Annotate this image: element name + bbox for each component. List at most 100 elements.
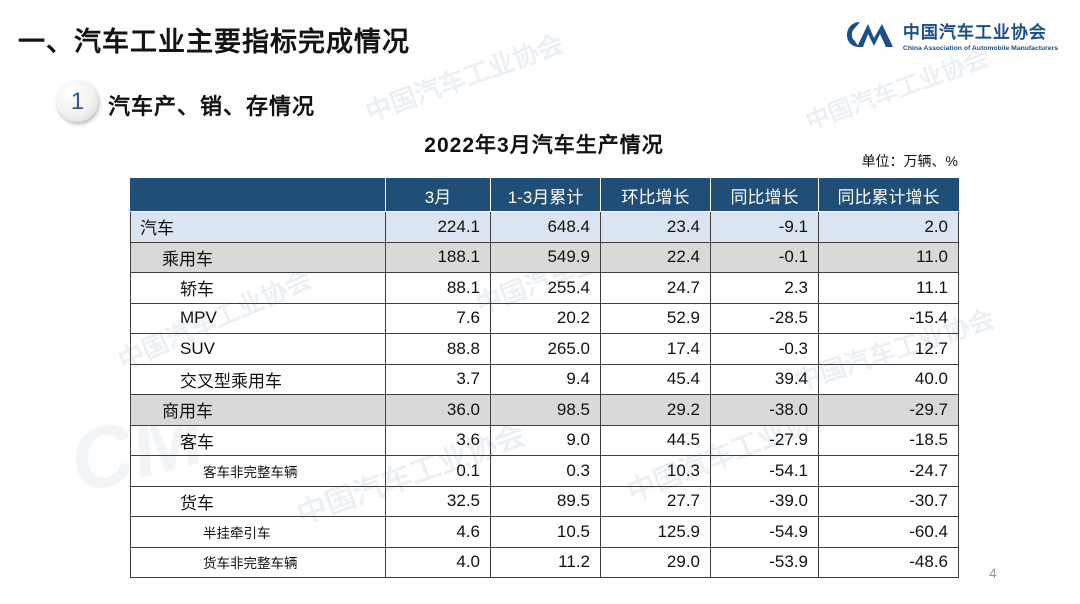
cell-value: -0.3 [710,333,819,365]
cell-value: 10.5 [490,516,601,548]
table-title: 2022年3月汽车生产情况 [424,134,664,157]
cell-value: 88.8 [385,333,491,365]
cell-value: 24.7 [600,272,711,304]
cell-value: 44.5 [600,424,711,456]
caam-logo-icon [846,22,893,47]
cell-value: -30.7 [818,485,959,517]
cell-value: 0.3 [490,455,601,487]
table-row: 客车非完整车辆 0.1 0.3 10.3 -54.1 -24.7 [130,455,959,487]
column-header: 环比增长 [600,178,711,212]
cell-value: 98.5 [490,394,601,426]
cell-value: -9.1 [710,211,819,243]
cell-value: 39.4 [710,363,819,395]
cell-value: -60.4 [818,516,959,548]
table-row: 货车 32.5 89.5 27.7 -39.0 -30.7 [130,485,959,517]
row-label: 半挂牵引车 [130,516,386,548]
row-label: 乘用车 [130,241,386,273]
cell-value: 29.0 [600,546,711,578]
cell-value: 549.9 [490,241,601,273]
table-body: 汽车 224.1 648.4 23.4 -9.1 2.0 乘用车 188.1 549.9 22.4… [130,211,959,578]
section-title: 汽车产、销、存情况 [108,94,316,119]
cell-value: 4.6 [385,516,491,548]
cell-value: 3.6 [385,424,491,456]
cell-value: 2.0 [818,211,959,243]
unit-label: 单位：万辆、% [861,153,958,169]
cell-value: 188.1 [385,241,491,273]
table-row: 乘用车 188.1 549.9 22.4 -0.1 11.0 [130,241,959,273]
cell-value: 40.0 [818,363,959,395]
cell-value: 224.1 [385,211,491,243]
row-label: 商用车 [130,394,386,426]
column-header: 同比增长 [710,178,819,212]
section-number-badge: 1 [57,81,98,122]
caam-logo-name-cn: 中国汽车工业协会 [902,23,1047,42]
cell-value: 4.0 [385,546,491,578]
cell-value: 23.4 [600,211,711,243]
cell-value: 29.2 [600,394,711,426]
caam-logo-text: 中国汽车工业协会 China Association of Automobile… [903,18,1058,52]
cell-value: 648.4 [490,211,601,243]
table-header-row: 3月 1-3月累计 环比增长 同比增长 同比累计增长 [130,178,959,212]
column-header: 同比累计增长 [818,178,959,212]
cell-value: 12.7 [818,333,959,365]
cell-value: 11.2 [490,546,601,578]
cell-value: 88.1 [385,272,491,304]
cell-value: 7.6 [385,302,491,334]
cell-value: -54.1 [710,455,819,487]
row-label: 货车 [130,485,386,517]
cell-value: 20.2 [490,302,601,334]
cell-value: 9.4 [490,363,601,395]
row-label: 客车非完整车辆 [130,455,386,487]
column-header [130,178,386,212]
row-label: SUV [130,333,386,365]
cell-value: -53.9 [710,546,819,578]
cell-value: 0.1 [385,455,491,487]
cell-value: 27.7 [600,485,711,517]
table-row: SUV 88.8 265.0 17.4 -0.3 12.7 [130,333,959,365]
cell-value: -29.7 [818,394,959,426]
column-header: 3月 [385,178,491,212]
cell-value: 9.0 [490,424,601,456]
cell-value: 32.5 [385,485,491,517]
cell-value: 22.4 [600,241,711,273]
table-row: 商用车 36.0 98.5 29.2 -38.0 -29.7 [130,394,959,426]
cell-value: 3.7 [385,363,491,395]
cell-value: -54.9 [710,516,819,548]
cell-value: -15.4 [818,302,959,334]
row-label: 交叉型乘用车 [130,363,386,395]
table-row: 货车非完整车辆 4.0 11.2 29.0 -53.9 -48.6 [130,546,959,578]
cell-value: 45.4 [600,363,711,395]
page-number: 4 [989,565,997,581]
caam-logo: 中国汽车工业协会 China Association of Automobile… [844,16,1058,54]
cell-value: 11.0 [818,241,959,273]
cell-value: 265.0 [490,333,601,365]
cell-value: -39.0 [710,485,819,517]
cell-value: 255.4 [490,272,601,304]
cell-value: 52.9 [600,302,711,334]
cell-value: -28.5 [710,302,819,334]
row-label: 轿车 [130,272,386,304]
cell-value: 11.1 [818,272,959,304]
page-title: 一、汽车工业主要指标完成情况 [18,27,410,57]
caam-logo-name-en: China Association of Automobile Manufact… [902,45,1058,52]
cell-value: -48.6 [818,546,959,578]
cell-value: -38.0 [710,394,819,426]
table-row: 交叉型乘用车 3.7 9.4 45.4 39.4 40.0 [130,363,959,395]
column-header: 1-3月累计 [490,178,601,212]
row-label: 客车 [130,424,386,456]
table-row: MPV 7.6 20.2 52.9 -28.5 -15.4 [130,302,959,334]
cell-value: -0.1 [710,241,819,273]
cell-value: 2.3 [710,272,819,304]
cell-value: -24.7 [818,455,959,487]
cell-value: 89.5 [490,485,601,517]
cell-value: 10.3 [600,455,711,487]
cell-value: -27.9 [710,424,819,456]
production-table: 3月 1-3月累计 环比增长 同比增长 同比累计增长 汽车 224.1 648.4 23.4-… [130,178,959,578]
cell-value: 36.0 [385,394,491,426]
cell-value: 17.4 [600,333,711,365]
row-label: 货车非完整车辆 [130,546,386,578]
table-row: 半挂牵引车 4.6 10.5 125.9 -54.9 -60.4 [130,516,959,548]
row-label: 汽车 [130,211,386,243]
table-row: 客车 3.6 9.0 44.5 -27.9 -18.5 [130,424,959,456]
row-label: MPV [130,302,386,334]
